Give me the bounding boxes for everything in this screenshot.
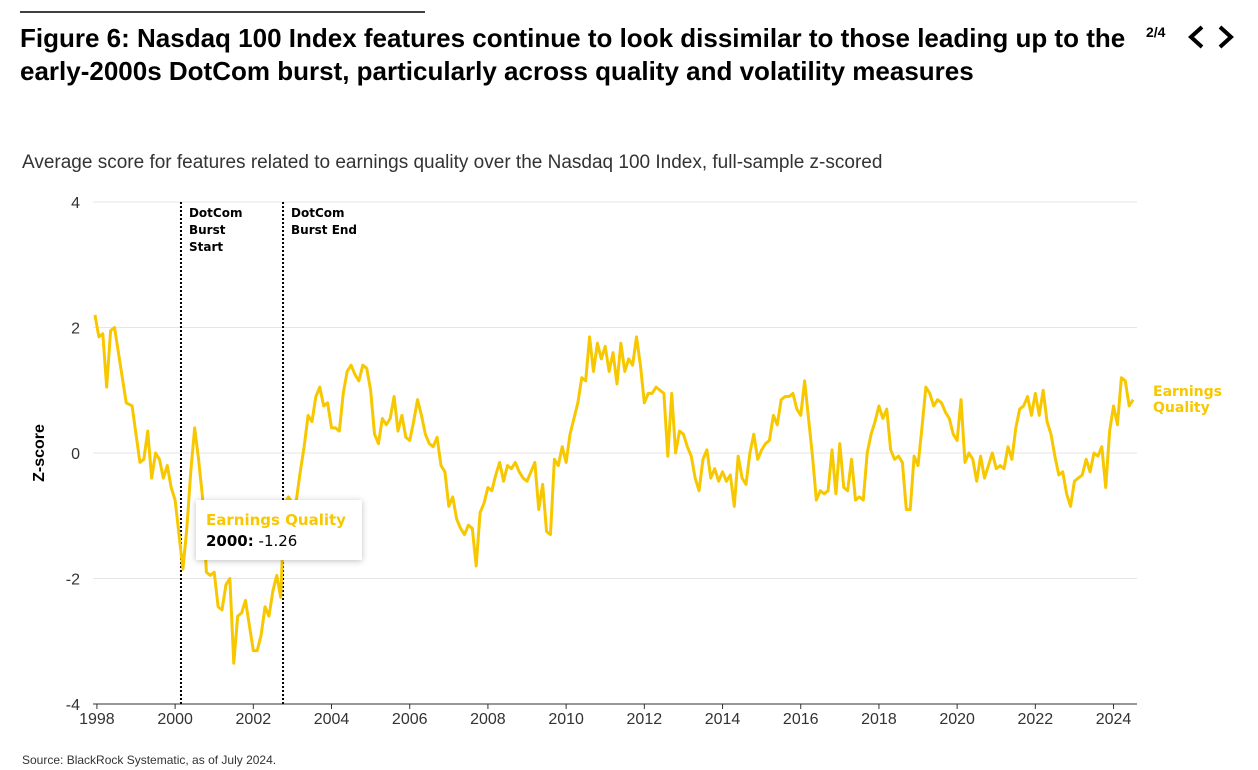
next-button[interactable] — [1218, 25, 1234, 49]
x-tick-label: 2010 — [548, 711, 584, 728]
x-tick-label: 2016 — [783, 711, 819, 728]
chart-title: Figure 6: Nasdaq 100 Index features cont… — [20, 23, 1126, 86]
y-tick-label: -2 — [66, 572, 80, 589]
annotation-label: DotCom Burst Start — [188, 206, 243, 254]
x-tick-label: 2012 — [627, 711, 663, 728]
x-tick-label: 2002 — [236, 711, 272, 728]
x-tick-label: 2020 — [939, 711, 975, 728]
tooltip-value: -1.26 — [258, 532, 298, 550]
x-tick-label: 2008 — [470, 711, 506, 728]
x-tick-label: 2018 — [861, 711, 897, 728]
prev-button[interactable] — [1188, 25, 1204, 49]
annotation-label: DotCom Burst End — [291, 206, 358, 237]
x-tick-label: 2000 — [157, 711, 193, 728]
page-indicator: 2/4 — [1146, 24, 1166, 40]
x-tick-label: 2006 — [392, 711, 428, 728]
tooltip-series: Earnings Quality — [206, 511, 346, 529]
series-line — [93, 314, 1135, 665]
y-axis-label: Z-score — [31, 424, 48, 482]
x-tick-label: 2014 — [705, 711, 741, 728]
x-tick-label: 2022 — [1018, 711, 1054, 728]
y-tick-label: 4 — [71, 195, 80, 212]
source: Source: BlackRock Systematic, as of July… — [22, 753, 276, 767]
tooltip: Earnings Quality 2000: -1.26 — [196, 500, 362, 560]
tooltip-label: 2000: — [206, 532, 254, 550]
x-tick-label: 2004 — [314, 711, 350, 728]
x-tick-label: 1998 — [79, 711, 115, 728]
y-tick-label: 2 — [71, 321, 80, 338]
series-label: Earnings Quality — [1153, 384, 1223, 416]
y-tick-label: 0 — [71, 446, 80, 463]
y-tick-label: -4 — [66, 697, 80, 714]
subtitle: Average score for features related to ea… — [22, 152, 882, 173]
x-tick-label: 2024 — [1096, 711, 1132, 728]
